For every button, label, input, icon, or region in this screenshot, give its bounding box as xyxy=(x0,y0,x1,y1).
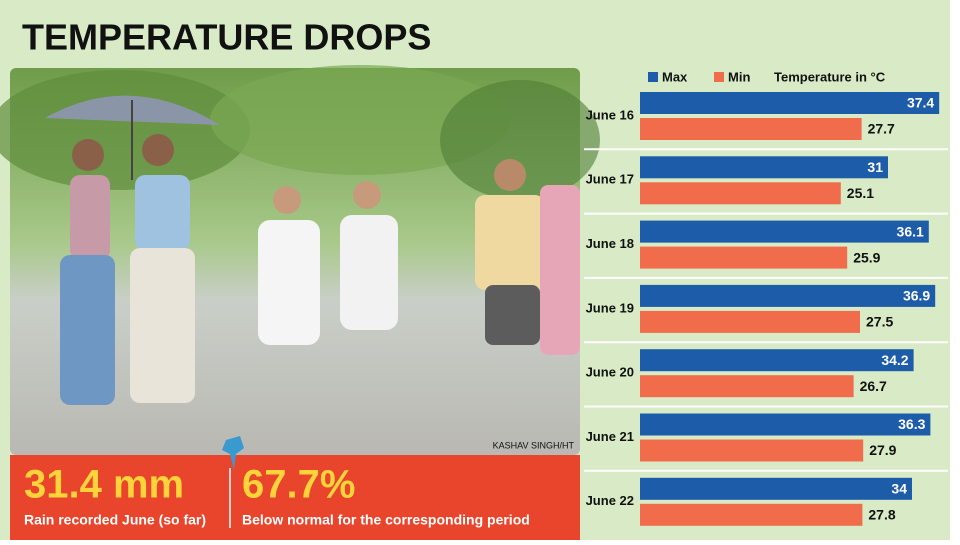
bar xyxy=(640,246,848,269)
value-label: 37.4 xyxy=(907,95,934,111)
bar xyxy=(640,349,914,372)
bar xyxy=(640,220,929,243)
category-label: June 20 xyxy=(586,365,634,380)
stat-value: 31.4 mm xyxy=(24,463,184,507)
category-label: June 16 xyxy=(586,107,634,122)
value-label: 27.8 xyxy=(868,507,895,523)
category-label: June 17 xyxy=(586,172,634,187)
stats-banner: 31.4 mm Rain recorded June (so far) 67.7… xyxy=(10,436,580,540)
legend-label: Max xyxy=(662,69,688,84)
value-label: 34.2 xyxy=(881,352,908,368)
bar xyxy=(640,156,888,179)
category-label: June 21 xyxy=(586,429,634,444)
category-label: June 19 xyxy=(586,300,634,315)
bar xyxy=(640,182,841,205)
value-label: 36.9 xyxy=(903,288,930,304)
value-label: 34 xyxy=(891,481,907,497)
value-label: 25.9 xyxy=(853,249,880,265)
category-label: June 22 xyxy=(586,493,634,508)
stat-value: 67.7% xyxy=(242,463,355,507)
bar xyxy=(640,284,936,307)
bar xyxy=(640,439,864,462)
value-label: 27.9 xyxy=(869,442,896,458)
photo: KASHAV SINGH/HT xyxy=(0,65,600,455)
title: TEMPERATURE DROPS xyxy=(22,17,431,58)
bar-chart: Max Min Temperature in °C June 16 37.4 27.7 Ju… xyxy=(584,69,948,526)
unit-label: Temperature in °C xyxy=(774,69,886,84)
bar xyxy=(640,375,854,398)
legend-swatch xyxy=(648,72,658,82)
value-label: 36.3 xyxy=(898,416,925,432)
bar xyxy=(640,310,860,333)
stat-label: Below normal for the corresponding perio… xyxy=(242,512,530,528)
bar xyxy=(640,92,940,114)
bar xyxy=(640,413,931,436)
category-label: June 18 xyxy=(586,236,634,251)
value-label: 26.7 xyxy=(860,378,887,394)
value-label: 27.5 xyxy=(866,314,893,330)
photo-credit: KASHAV SINGH/HT xyxy=(493,440,575,450)
bar xyxy=(640,118,862,140)
value-label: 31 xyxy=(867,159,883,175)
value-label: 27.7 xyxy=(868,121,895,137)
stat-label: Rain recorded June (so far) xyxy=(24,512,206,528)
legend-label: Min xyxy=(728,69,750,84)
legend-swatch xyxy=(714,72,724,82)
bar xyxy=(640,503,863,526)
value-label: 25.1 xyxy=(847,185,874,201)
bar xyxy=(640,477,912,500)
value-label: 36.1 xyxy=(897,223,924,239)
